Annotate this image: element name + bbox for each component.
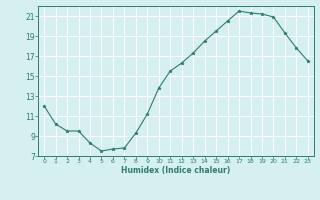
X-axis label: Humidex (Indice chaleur): Humidex (Indice chaleur) bbox=[121, 166, 231, 175]
